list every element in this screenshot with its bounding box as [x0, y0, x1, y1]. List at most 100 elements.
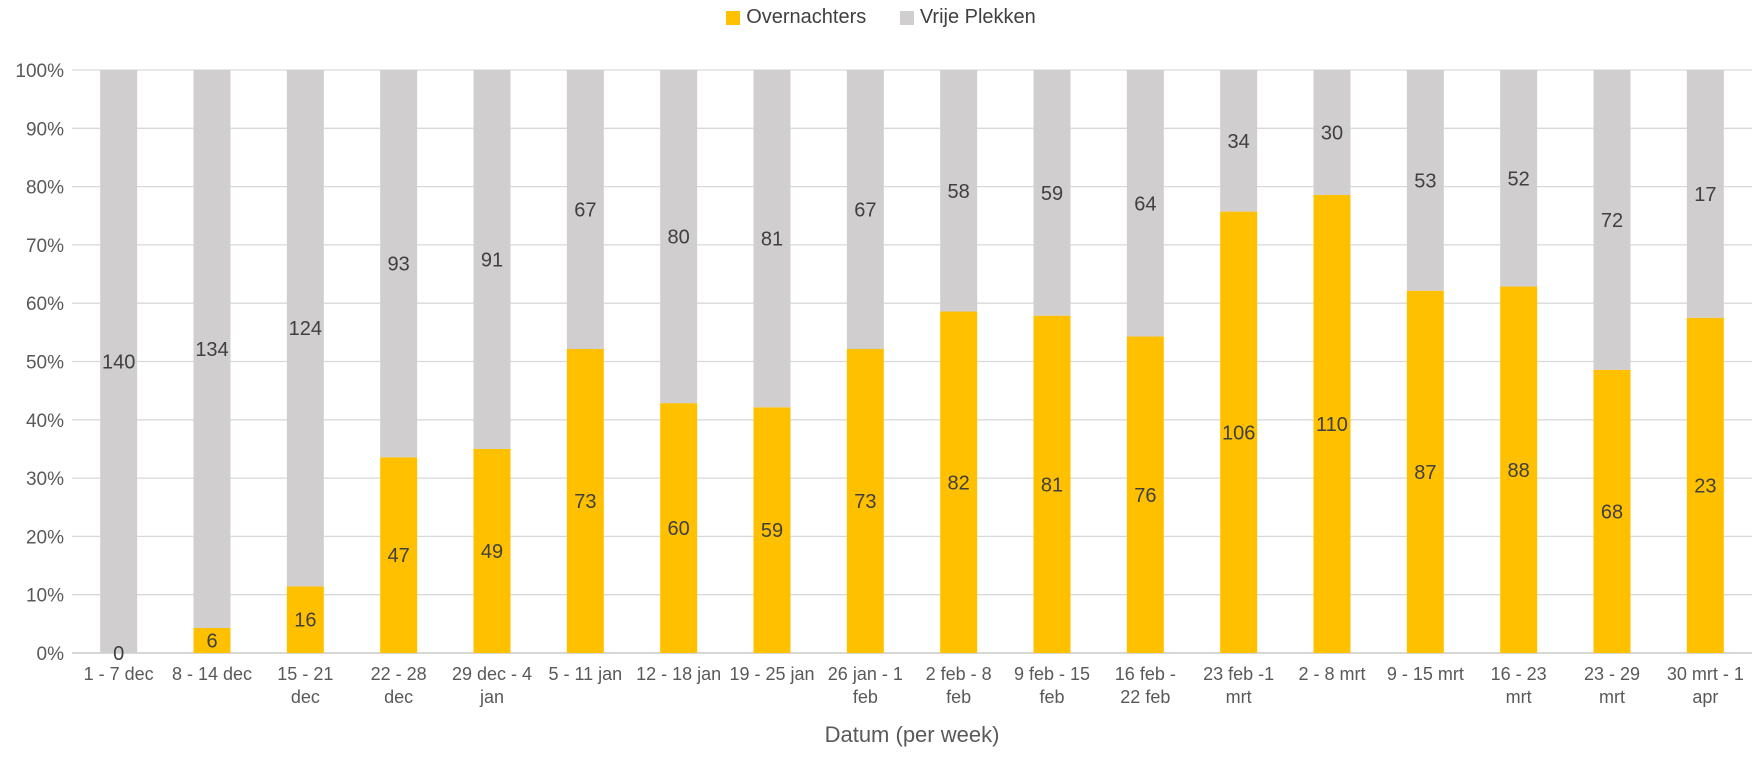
- bar-overnachters: [846, 349, 884, 653]
- data-label-vrije-plekken: 52: [1508, 168, 1530, 190]
- bar-vrije-plekken: [566, 70, 604, 350]
- y-tick-label: 30%: [26, 469, 64, 490]
- bar-overnachters: [566, 349, 604, 653]
- data-label-vrije-plekken: 124: [289, 318, 322, 340]
- data-label-overnachters: 60: [668, 518, 690, 540]
- bar-vrije-plekken: [1033, 70, 1071, 316]
- legend-swatch-vrije-plekken: [899, 10, 914, 25]
- y-tick-label: 80%: [26, 178, 64, 199]
- bar-overnachters: [660, 403, 698, 653]
- data-label-vrije-plekken: 53: [1414, 170, 1436, 192]
- bar-overnachters: [1033, 315, 1071, 653]
- data-label-vrije-plekken: 67: [854, 200, 876, 222]
- x-tick-label: 2 - 8 mrt: [1298, 664, 1365, 684]
- x-tick-label: 9 - 15 mrt: [1387, 664, 1464, 684]
- legend-swatch-overnachters: [726, 10, 741, 25]
- data-label-vrije-plekken: 17: [1694, 184, 1716, 206]
- x-tick-label: 5 - 11 jan: [548, 664, 622, 684]
- x-tick-label: 22 - 28 dec: [371, 664, 427, 707]
- legend-label-overnachters: Overnachters: [746, 6, 867, 28]
- data-label-vrije-plekken: 59: [1041, 183, 1063, 205]
- y-tick-label: 60%: [26, 294, 64, 315]
- x-tick-label: 26 jan - 1 feb: [828, 664, 903, 707]
- data-label-vrije-plekken: 80: [668, 227, 690, 249]
- bar-vrije-plekken: [286, 70, 324, 587]
- x-tick-label: 23 feb -1 mrt: [1203, 664, 1274, 707]
- data-label-overnachters: 16: [294, 610, 316, 632]
- data-label-vrije-plekken: 81: [761, 229, 783, 251]
- x-tick-label: 15 - 21 dec: [277, 664, 333, 707]
- bar-vrije-plekken: [473, 70, 511, 449]
- data-label-vrije-plekken: 140: [102, 352, 135, 374]
- y-tick-label: 10%: [26, 586, 64, 607]
- data-label-vrije-plekken: 58: [948, 181, 970, 203]
- bar-overnachters: [1126, 336, 1164, 653]
- legend-item-vrije-plekken: Vrije Plekken: [899, 6, 1036, 29]
- data-label-vrije-plekken: 134: [195, 339, 228, 361]
- data-label-vrije-plekken: 64: [1134, 193, 1156, 215]
- x-tick-label: 30 mrt - 1 apr: [1667, 664, 1744, 707]
- bar-overnachters: [1686, 317, 1724, 653]
- bar-overnachters: [473, 448, 511, 653]
- data-label-overnachters: 88: [1508, 460, 1530, 482]
- data-label-overnachters: 110: [1316, 414, 1348, 436]
- bar-vrije-plekken: [753, 70, 791, 408]
- x-axis-title: Datum (per week): [825, 722, 1000, 747]
- bar-overnachters: [1220, 211, 1258, 654]
- data-label-vrije-plekken: 91: [481, 249, 503, 271]
- bar-vrije-plekken: [1686, 70, 1724, 318]
- bar-overnachters: [1593, 369, 1631, 653]
- legend-item-overnachters: Overnachters: [726, 6, 866, 29]
- y-tick-label: 90%: [26, 119, 64, 140]
- data-label-vrije-plekken: 34: [1228, 131, 1250, 153]
- data-label-overnachters: 73: [854, 491, 876, 513]
- x-tick-label: 16 - 23 mrt: [1491, 664, 1547, 707]
- y-tick-label: 50%: [26, 353, 64, 374]
- legend: Overnachters Vrije Plekken: [0, 6, 1762, 31]
- bar-vrije-plekken: [100, 70, 138, 653]
- y-tick-label: 0%: [37, 644, 65, 665]
- data-label-overnachters: 0: [113, 643, 124, 665]
- y-tick-label: 70%: [26, 236, 64, 257]
- bar-overnachters: [1313, 194, 1351, 653]
- data-label-overnachters: 47: [388, 545, 410, 567]
- bar-vrije-plekken: [1220, 70, 1258, 212]
- data-label-overnachters: 73: [574, 491, 596, 513]
- x-tick-label: 19 - 25 jan: [729, 664, 814, 684]
- data-label-overnachters: 82: [948, 472, 970, 494]
- bar-vrije-plekken: [1126, 70, 1164, 337]
- bar-overnachters: [753, 407, 791, 653]
- bar-vrije-plekken: [940, 70, 978, 312]
- x-tick-label: 29 dec - 4 jan: [452, 664, 532, 707]
- data-label-overnachters: 59: [761, 520, 783, 542]
- bar-vrije-plekken: [846, 70, 884, 350]
- x-tick-label: 23 - 29 mrt: [1584, 664, 1640, 707]
- y-tick-label: 40%: [26, 411, 64, 432]
- x-tick-label: 9 feb - 15 feb: [1014, 664, 1090, 707]
- y-tick-label: 20%: [26, 527, 64, 548]
- data-label-vrije-plekken: 30: [1321, 122, 1343, 144]
- bar-overnachters: [286, 586, 324, 653]
- data-label-vrije-plekken: 72: [1601, 210, 1623, 232]
- data-label-overnachters: 81: [1041, 474, 1063, 496]
- y-tick-label: 100%: [15, 61, 64, 82]
- legend-label-vrije-plekken: Vrije Plekken: [919, 6, 1036, 28]
- bar-overnachters: [1406, 290, 1444, 653]
- bar-vrije-plekken: [380, 70, 418, 458]
- bar-overnachters: [940, 311, 978, 653]
- data-label-overnachters: 49: [481, 541, 503, 563]
- bar-vrije-plekken: [1313, 70, 1351, 195]
- x-tick-label: 8 - 14 dec: [172, 664, 252, 684]
- data-label-overnachters: 6: [206, 631, 217, 653]
- bar-overnachters: [380, 457, 418, 653]
- data-label-overnachters: 23: [1694, 475, 1716, 497]
- data-label-overnachters: 76: [1134, 485, 1156, 507]
- bar-vrije-plekken: [660, 70, 698, 404]
- bar-vrije-plekken: [1500, 70, 1538, 287]
- bar-overnachters: [193, 628, 231, 653]
- data-label-vrije-plekken: 93: [388, 254, 410, 276]
- x-tick-label: 12 - 18 jan: [636, 664, 721, 684]
- data-label-overnachters: 106: [1222, 422, 1255, 444]
- x-tick-label: 16 feb -22 feb: [1115, 664, 1176, 707]
